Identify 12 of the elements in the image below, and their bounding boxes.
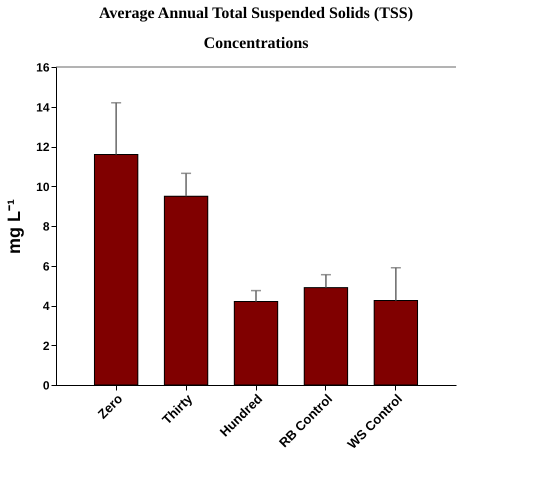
y-tick-label: 14 — [36, 100, 50, 114]
y-tick-label: 8 — [42, 220, 50, 234]
y-tick-label: 16 — [36, 60, 50, 74]
text: Concentrations — [204, 35, 308, 52]
y-tick-label: 0 — [42, 378, 50, 392]
text: Average Annual Total Suspended Solids (TSS) — [98, 5, 414, 22]
y-tick-label: 2 — [42, 338, 50, 353]
y-tick-label: 12 — [36, 140, 50, 154]
y-tick-label: 10 — [36, 180, 50, 194]
y-axis-title: mg L⁻¹ — [4, 199, 24, 254]
y-tick-label: 6 — [42, 259, 50, 274]
y-tick-label: 4 — [42, 299, 50, 313]
